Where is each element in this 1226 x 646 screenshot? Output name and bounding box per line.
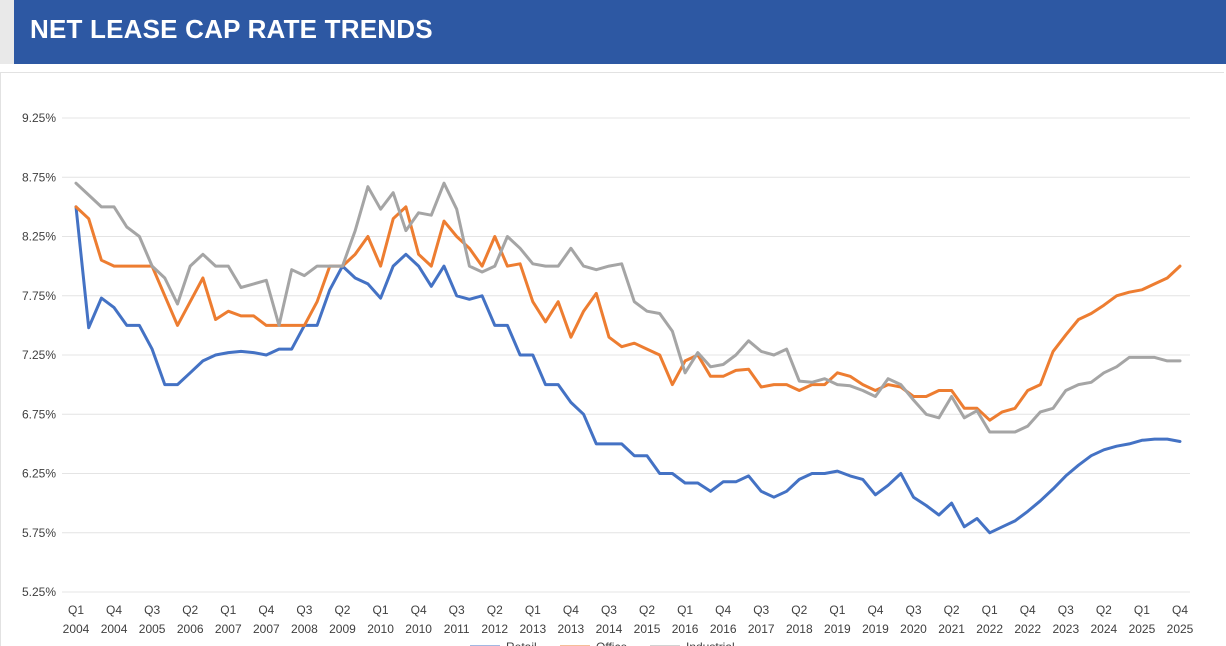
x-tick-label: Q1	[68, 603, 84, 617]
x-tick-label: Q3	[296, 603, 312, 617]
x-tick-label: 2018	[786, 622, 813, 636]
page-title: NET LEASE CAP RATE TRENDS	[30, 14, 433, 44]
series-line-retail	[74, 205, 1182, 535]
x-tick-label: 2012	[481, 622, 508, 636]
x-tick-label: 2025	[1129, 622, 1156, 636]
x-tick-label: Q2	[182, 603, 198, 617]
x-tick-label: Q2	[639, 603, 655, 617]
x-tick-label: Q4	[106, 603, 122, 617]
legend-label-industrial: Industrial	[686, 640, 735, 646]
x-tick-label: 2014	[596, 622, 623, 636]
x-tick-label: 2013	[558, 622, 585, 636]
x-tick-label: 2022	[1014, 622, 1041, 636]
x-tick-label: 2010	[405, 622, 432, 636]
y-tick-label: 6.25%	[22, 467, 56, 481]
y-tick-label: 5.25%	[22, 585, 56, 599]
x-tick-label: 2009	[329, 622, 356, 636]
x-tick-label: 2023	[1052, 622, 1079, 636]
y-tick-label: 5.75%	[22, 526, 56, 540]
y-tick-label: 8.75%	[22, 170, 56, 184]
x-tick-label: 2008	[291, 622, 318, 636]
x-axis-tick-labels: Q1 2004 Q4 2004 Q3 2005 Q2 2006 Q1 2007 Q4 2007 Q3 20…	[63, 603, 1194, 636]
x-tick-label: Q3	[144, 603, 160, 617]
x-tick-label: Q1	[677, 603, 693, 617]
y-tick-label: 6.75%	[22, 407, 56, 421]
x-tick-label: 2010	[367, 622, 394, 636]
y-tick-label: 7.75%	[22, 289, 56, 303]
x-tick-label: Q2	[1096, 603, 1112, 617]
x-tick-label: Q2	[791, 603, 807, 617]
x-tick-label: 2015	[634, 622, 661, 636]
x-tick-label: 2005	[139, 622, 166, 636]
x-tick-label: Q1	[1134, 603, 1150, 617]
plot-frame	[0, 72, 1224, 646]
x-tick-label: Q4	[258, 603, 274, 617]
gridlines	[62, 117, 1190, 593]
x-tick-label: Q1	[373, 603, 389, 617]
x-tick-label: Q4	[867, 603, 883, 617]
legend-label-office: Office	[596, 640, 627, 646]
x-tick-label: 2016	[710, 622, 737, 636]
x-tick-label: Q2	[487, 603, 503, 617]
x-tick-label: 2004	[63, 622, 90, 636]
x-tick-label: 2011	[444, 622, 470, 636]
x-tick-label: Q4	[1172, 603, 1188, 617]
x-tick-label: Q1	[220, 603, 236, 617]
series-lines	[74, 181, 1182, 535]
legend: Retail Office Industrial	[470, 640, 735, 646]
y-tick-label: 9.25%	[22, 111, 56, 125]
series-line-office	[74, 205, 1182, 422]
x-tick-label: 2024	[1091, 622, 1118, 636]
x-tick-label: 2007	[215, 622, 242, 636]
header-bar: NET LEASE CAP RATE TRENDS	[14, 0, 1226, 64]
x-tick-label: 2020	[900, 622, 927, 636]
x-tick-label: Q3	[753, 603, 769, 617]
x-tick-label: 2007	[253, 622, 280, 636]
y-axis-tick-labels: 9.25% 8.75% 8.25% 7.75% 7.25% 6.75% 6.25% 5.75%…	[22, 111, 56, 599]
x-tick-label: Q4	[715, 603, 731, 617]
x-tick-label: Q3	[449, 603, 465, 617]
x-tick-label: Q4	[411, 603, 427, 617]
x-tick-label: 2022	[976, 622, 1003, 636]
x-tick-label: Q2	[334, 603, 350, 617]
x-tick-label: Q1	[829, 603, 845, 617]
x-tick-label: 2019	[862, 622, 889, 636]
x-tick-label: Q1	[525, 603, 541, 617]
y-tick-label: 8.25%	[22, 230, 56, 244]
legend-label-retail: Retail	[506, 640, 537, 646]
y-tick-label: 7.25%	[22, 348, 56, 362]
x-tick-label: Q2	[944, 603, 960, 617]
series-line-industrial	[74, 181, 1182, 434]
x-tick-label: Q1	[982, 603, 998, 617]
x-tick-label: Q3	[1058, 603, 1074, 617]
x-tick-label: 2025	[1167, 622, 1194, 636]
x-tick-label: 2016	[672, 622, 699, 636]
x-tick-label: 2004	[101, 622, 128, 636]
x-tick-label: Q4	[563, 603, 579, 617]
x-tick-label: 2017	[748, 622, 775, 636]
x-tick-label: 2019	[824, 622, 851, 636]
x-tick-label: Q4	[1020, 603, 1036, 617]
x-tick-label: 2006	[177, 622, 204, 636]
x-tick-label: 2013	[519, 622, 546, 636]
x-tick-label: Q3	[601, 603, 617, 617]
x-tick-label: 2021	[938, 622, 965, 636]
x-tick-label: Q3	[906, 603, 922, 617]
